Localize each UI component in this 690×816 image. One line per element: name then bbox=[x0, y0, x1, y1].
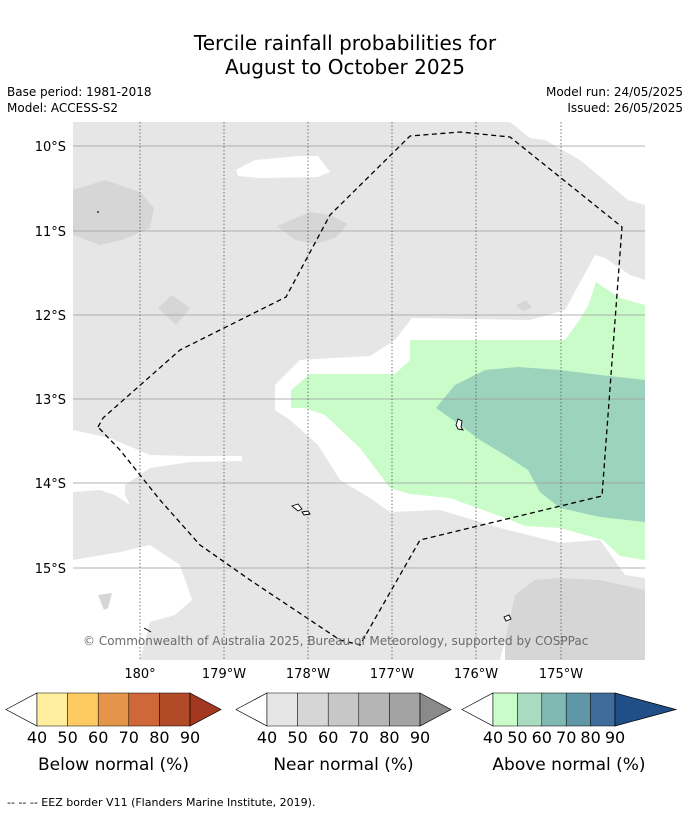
colorbar-swatch bbox=[36, 692, 68, 727]
colorbar-under-triangle bbox=[461, 692, 494, 727]
colorbar-over-triangle bbox=[189, 692, 222, 727]
lat-label: 11°S bbox=[35, 225, 66, 240]
colorbar-swatch bbox=[590, 692, 616, 727]
colorbar-swatch bbox=[565, 692, 591, 727]
colorbar-tick-label: 60 bbox=[318, 728, 338, 747]
lon-label: 178°W bbox=[286, 667, 330, 682]
colorbar-tick-label: 60 bbox=[532, 728, 552, 747]
neutral-region-north bbox=[236, 156, 330, 178]
colorbar-swatch bbox=[159, 692, 191, 727]
near-normal-50-south bbox=[505, 578, 645, 660]
colorbar-swatch bbox=[358, 692, 390, 727]
model-run: Model run: 24/05/2025 bbox=[545, 85, 683, 99]
longitude-labels: 180° 179°W 178°W 177°W 176°W 175°W bbox=[124, 667, 583, 682]
colorbar-tick-label: 70 bbox=[556, 728, 576, 747]
neutral-region-south bbox=[73, 545, 192, 660]
colorbar-swatch bbox=[327, 692, 360, 727]
colorbar-tick-label: 80 bbox=[149, 728, 169, 747]
colorbar-tick-label: 80 bbox=[580, 728, 600, 747]
island-southwest bbox=[143, 627, 152, 633]
lat-label: 13°S bbox=[35, 393, 66, 408]
colorbar-tick-label: 50 bbox=[57, 728, 77, 747]
base-period: Base period: 1981-2018 bbox=[7, 85, 152, 99]
colorbar-swatch bbox=[389, 692, 421, 727]
lat-label: 12°S bbox=[35, 309, 66, 324]
colorbar-swatch bbox=[97, 692, 130, 727]
copyright-text: © Commonwealth of Australia 2025, Bureau… bbox=[83, 634, 588, 648]
eez-footnote: -- -- -- EEZ border V11 (Flanders Marine… bbox=[7, 796, 316, 809]
run-info: Model run: 24/05/2025 Issued: 26/05/2025 bbox=[546, 84, 683, 116]
island-wallis bbox=[455, 418, 464, 431]
map-title: Tercile rainfall probabilities for Augus… bbox=[0, 31, 690, 79]
colorbar-tick-label: 50 bbox=[287, 728, 307, 747]
near-normal-50-north bbox=[277, 212, 348, 244]
colorbar-swatch bbox=[492, 692, 518, 727]
colorbar-under-triangle bbox=[5, 692, 38, 727]
lat-label: 15°S bbox=[35, 562, 66, 577]
lat-label: 14°S bbox=[35, 477, 66, 492]
colorbar-below-normal: 40 50 60 70 80 90 Below normal (%) bbox=[5, 692, 222, 775]
neutral-region-northeast bbox=[510, 122, 645, 205]
lon-label: 175°W bbox=[539, 667, 583, 682]
colorbar-tick-label: 80 bbox=[379, 728, 399, 747]
issued-date: Issued: 26/05/2025 bbox=[567, 101, 683, 115]
colorbar-title: Below normal (%) bbox=[38, 755, 189, 775]
colorbar-tick-label: 60 bbox=[88, 728, 108, 747]
lon-label: 179°W bbox=[202, 667, 246, 682]
colorbar-title: Near normal (%) bbox=[273, 755, 413, 775]
near-normal-50-islet bbox=[516, 300, 532, 311]
lon-label: 176°W bbox=[454, 667, 498, 682]
map-area: © Commonwealth of Australia 2025, Bureau… bbox=[73, 122, 645, 660]
colorbar-swatch bbox=[266, 692, 298, 727]
colorbar-tick-label: 90 bbox=[410, 728, 430, 747]
colorbar-tick-label: 90 bbox=[180, 728, 200, 747]
near-normal-50-southwest bbox=[98, 593, 112, 610]
lon-label: 180° bbox=[124, 667, 155, 682]
colorbar-swatch bbox=[541, 692, 567, 727]
near-normal-50-small bbox=[158, 295, 190, 325]
colorbar-near-normal: 40 50 60 70 80 90 Near normal (%) bbox=[235, 692, 452, 775]
colorbar-swatch bbox=[517, 692, 543, 727]
graticule bbox=[73, 145, 645, 569]
island-futuna bbox=[291, 503, 311, 516]
forecast-map: © Commonwealth of Australia 2025, Bureau… bbox=[5, 122, 678, 775]
colorbar-tick-label: 50 bbox=[507, 728, 527, 747]
colorbar-over-triangle bbox=[419, 692, 452, 727]
neutral-region-west bbox=[73, 430, 242, 505]
colorbar-tick-label: 70 bbox=[349, 728, 369, 747]
near-normal-50-west bbox=[73, 180, 154, 245]
graticule-meridians bbox=[139, 122, 562, 660]
colorbar-swatch bbox=[297, 692, 329, 727]
title-line-2: August to October 2025 bbox=[224, 55, 466, 79]
lon-label: 177°W bbox=[370, 667, 414, 682]
colorbar-above-normal: 40 50 60 70 80 90 Above normal (%) bbox=[461, 692, 678, 775]
island-south bbox=[503, 614, 512, 622]
model-info: Base period: 1981-2018 Model: ACCESS-S2 bbox=[7, 84, 152, 116]
colorbar-tick-label: 90 bbox=[605, 728, 625, 747]
colorbar-title: Above normal (%) bbox=[492, 755, 645, 775]
colorbar-under-triangle bbox=[235, 692, 268, 727]
latitude-labels: 10°S 11°S 12°S 13°S 14°S 15°S bbox=[35, 140, 66, 577]
island-northwest bbox=[97, 211, 99, 213]
colorbar-swatch bbox=[128, 692, 160, 727]
model-name: Model: ACCESS-S2 bbox=[7, 101, 119, 115]
colorbar-tick-label: 70 bbox=[119, 728, 139, 747]
colorbar-tick-label: 40 bbox=[27, 728, 47, 747]
colorbar-over-triangle bbox=[614, 692, 678, 727]
lat-label: 10°S bbox=[35, 140, 66, 155]
title-line-1: Tercile rainfall probabilities for bbox=[193, 31, 497, 55]
colorbar-tick-label: 40 bbox=[483, 728, 503, 747]
colorbar-tick-label: 40 bbox=[257, 728, 277, 747]
colorbar-swatch bbox=[67, 692, 99, 727]
